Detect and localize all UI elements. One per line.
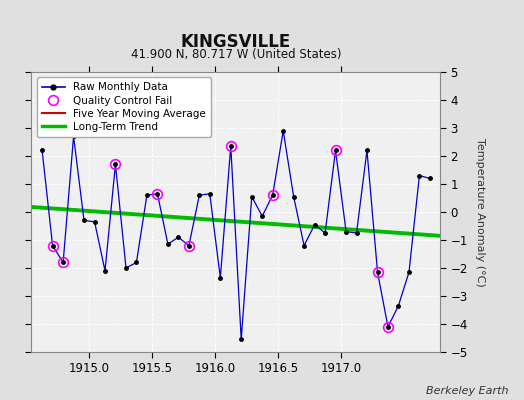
Y-axis label: Temperature Anomaly (°C): Temperature Anomaly (°C)	[475, 138, 485, 286]
Text: Berkeley Earth: Berkeley Earth	[426, 386, 508, 396]
Legend: Raw Monthly Data, Quality Control Fail, Five Year Moving Average, Long-Term Tren: Raw Monthly Data, Quality Control Fail, …	[37, 77, 211, 137]
Title: KINGSVILLE: KINGSVILLE	[181, 33, 291, 51]
Text: 41.900 N, 80.717 W (United States): 41.900 N, 80.717 W (United States)	[130, 48, 341, 61]
